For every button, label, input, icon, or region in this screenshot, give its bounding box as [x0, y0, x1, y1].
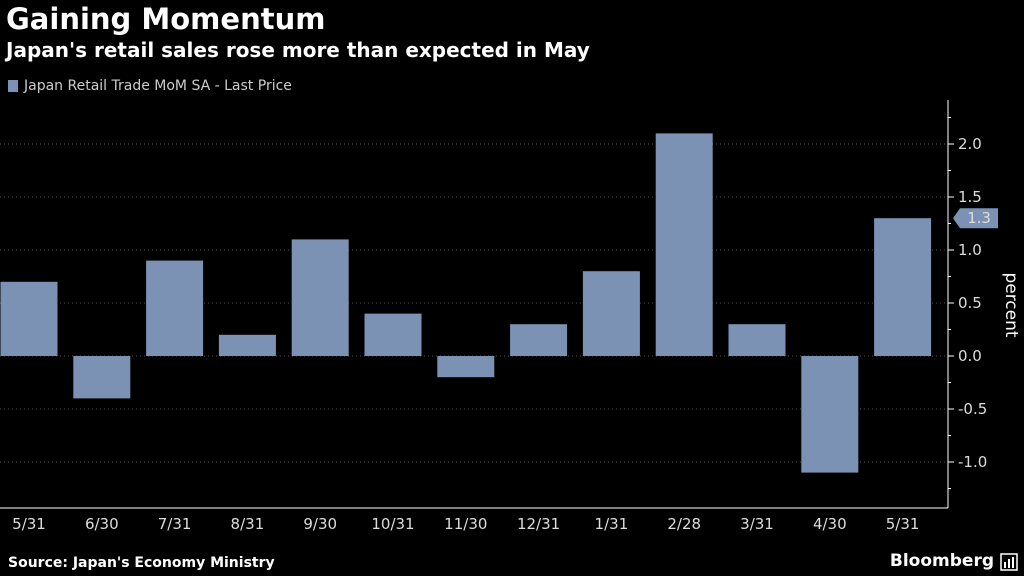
x-tick-label: 10/31 [371, 515, 414, 533]
x-tick-label: 6/30 [85, 515, 119, 533]
y-tick-label: 2.0 [958, 135, 982, 153]
legend-swatch [8, 80, 18, 92]
bar [801, 356, 859, 473]
chart-subtitle: Japan's retail sales rose more than expe… [6, 38, 590, 62]
brand-logo: Bloomberg [889, 551, 994, 571]
x-tick-label: 3/31 [740, 515, 774, 533]
x-tick-label: 5/31 [886, 515, 920, 533]
y-axis-label: percent [1001, 272, 1021, 337]
y-tick-label: -1.0 [958, 453, 987, 471]
bar [73, 356, 131, 399]
bar [0, 281, 58, 356]
last-value-tag [953, 208, 998, 229]
y-tick-label: -0.5 [958, 400, 987, 418]
y-tick-label: 0.5 [958, 294, 982, 312]
source-note: Source: Japan's Economy Ministry [8, 555, 275, 571]
legend-label: Japan Retail Trade MoM SA - Last Price [24, 78, 292, 94]
bar [218, 334, 276, 356]
bar [655, 133, 713, 356]
bloomberg-chart-icon [1000, 553, 1018, 571]
y-tick-label: 1.5 [958, 188, 982, 206]
x-tick-label: 9/30 [303, 515, 337, 533]
x-tick-label: 4/30 [813, 515, 847, 533]
last-value-label: 1.3 [967, 209, 991, 227]
bar [437, 356, 495, 378]
bar [146, 260, 204, 356]
bar [874, 218, 932, 356]
bar [510, 324, 568, 356]
bar [582, 271, 640, 356]
y-tick-label: 0.0 [958, 347, 982, 365]
bar [728, 324, 786, 356]
bar [364, 313, 422, 356]
y-tick-label: 1.0 [958, 241, 982, 259]
chart-title: Gaining Momentum [6, 2, 326, 36]
x-tick-label: 11/30 [444, 515, 487, 533]
x-tick-label: 12/31 [517, 515, 560, 533]
x-tick-label: 1/31 [595, 515, 629, 533]
x-tick-label: 5/31 [12, 515, 46, 533]
x-tick-label: 7/31 [158, 515, 192, 533]
bar [291, 239, 349, 356]
x-tick-label: 2/28 [667, 515, 701, 533]
legend: Japan Retail Trade MoM SA - Last Price [8, 78, 292, 94]
x-tick-label: 8/31 [231, 515, 265, 533]
